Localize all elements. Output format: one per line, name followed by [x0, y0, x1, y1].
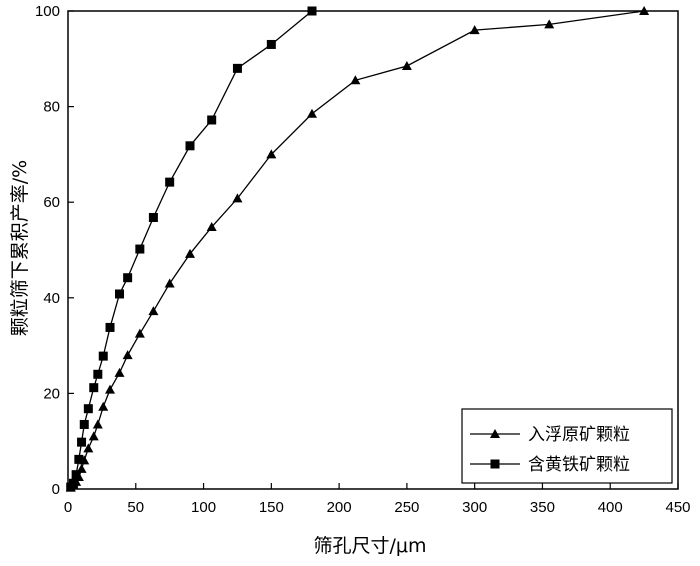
- x-tick-label: 400: [598, 499, 623, 516]
- data-point: [148, 212, 158, 222]
- data-point: [98, 351, 108, 361]
- x-tick-label: 150: [259, 499, 284, 516]
- data-point: [83, 404, 93, 414]
- data-point: [98, 401, 109, 411]
- x-tick-label: 250: [394, 499, 419, 516]
- data-point: [232, 63, 242, 73]
- data-point: [89, 383, 99, 393]
- data-point: [114, 367, 125, 377]
- y-axis-title: 颗粒筛下累积产率/%: [9, 160, 31, 336]
- series-line: [70, 10, 313, 488]
- data-point: [266, 149, 277, 159]
- x-tick-label: 50: [127, 499, 144, 516]
- data-point: [77, 437, 87, 447]
- data-point: [135, 244, 145, 254]
- series-pyrite-bearing: [66, 6, 317, 492]
- data-point: [115, 289, 125, 299]
- data-point: [92, 419, 103, 429]
- plot-area: [65, 6, 650, 492]
- y-tick-label: 60: [43, 194, 60, 211]
- data-point: [206, 222, 217, 232]
- data-point: [544, 19, 555, 29]
- data-point: [148, 306, 159, 316]
- legend-label: 含黄铁矿颗粒: [528, 455, 630, 475]
- data-point: [401, 60, 412, 70]
- data-point: [74, 454, 84, 464]
- data-point: [88, 431, 99, 441]
- legend-box: [461, 408, 673, 484]
- y-tick-label: 100: [35, 3, 60, 20]
- x-tick-label: 350: [530, 499, 555, 516]
- y-tick-label: 80: [43, 99, 60, 116]
- data-point: [134, 328, 145, 338]
- data-point: [122, 350, 133, 360]
- x-tick-label: 100: [191, 499, 216, 516]
- data-point: [307, 108, 317, 118]
- data-point: [93, 369, 103, 379]
- y-tick-label: 0: [52, 481, 60, 498]
- series-feed-ore: [65, 6, 650, 492]
- data-point: [105, 384, 116, 394]
- data-point: [207, 115, 217, 125]
- y-tick-label: 20: [43, 385, 60, 402]
- x-tick-label: 0: [64, 499, 72, 516]
- data-point: [79, 419, 89, 429]
- legend-label: 入浮原矿颗粒: [528, 425, 630, 445]
- y-axis-ticks: 0 20 40 60 80 100: [35, 3, 74, 498]
- x-axis-title: 筛孔尺寸/μm: [314, 535, 427, 557]
- plot-frame: [67, 10, 679, 490]
- data-point: [165, 177, 175, 187]
- data-point: [68, 478, 78, 488]
- data-point: [83, 443, 94, 453]
- data-point: [164, 278, 175, 288]
- data-point: [123, 273, 133, 283]
- data-point: [266, 39, 276, 49]
- data-point: [350, 75, 361, 85]
- x-axis-ticks: 0 50 100 150 200 250 300 350 400 450: [64, 483, 691, 516]
- data-point: [232, 193, 243, 203]
- data-point: [469, 25, 480, 35]
- y-tick-label: 40: [43, 290, 60, 307]
- data-point: [71, 470, 81, 480]
- data-point: [105, 322, 115, 332]
- x-tick-label: 450: [665, 499, 690, 516]
- data-point: [185, 141, 195, 151]
- x-tick-label: 200: [327, 499, 352, 516]
- x-tick-label: 300: [462, 499, 487, 516]
- square-marker-icon: [490, 459, 500, 469]
- triangle-marker-icon: [490, 429, 500, 438]
- data-point: [185, 248, 195, 258]
